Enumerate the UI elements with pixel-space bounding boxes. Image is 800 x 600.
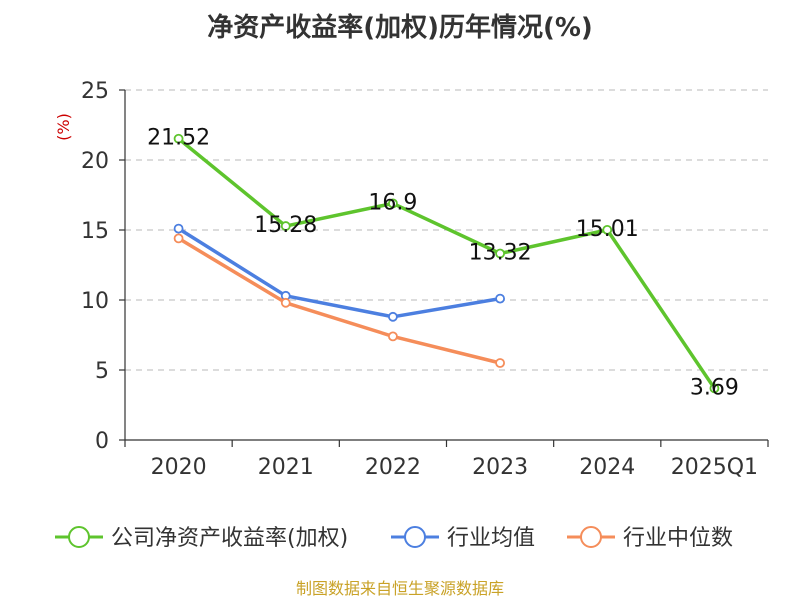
y-tick-label: 20 <box>81 149 109 174</box>
data-point <box>388 311 398 322</box>
data-point <box>495 293 505 304</box>
legend-label: 行业中位数 <box>623 526 733 551</box>
x-tick-label: 2020 <box>151 455 207 480</box>
legend-marker-0 <box>68 526 90 548</box>
y-tick-label: 0 <box>95 429 109 454</box>
axes: 0 5 10 15 20 25 2020 2021 2022 2023 2024 2025Q1 <box>81 79 769 480</box>
series-line-1 <box>177 227 501 319</box>
series-group <box>173 133 720 394</box>
data-point <box>495 248 505 259</box>
data-label: 15.01 <box>576 217 639 242</box>
legend-label: 公司净资产收益率(加权) <box>111 526 348 551</box>
data-point <box>602 224 613 235</box>
y-tick-label: 10 <box>81 289 109 314</box>
chart-title: 净资产收益率(加权)历年情况(%) <box>207 12 593 43</box>
data-point <box>173 133 184 144</box>
legend-marker-1 <box>404 526 426 548</box>
series-line-2 <box>177 236 501 365</box>
legend-marker-2 <box>580 526 602 548</box>
legend: 公司净资产收益率(加权) 行业均值 行业中位数 <box>55 526 733 551</box>
data-label: 21.52 <box>147 126 210 151</box>
data-point <box>388 198 398 209</box>
data-point <box>173 223 184 234</box>
data-point <box>173 233 184 244</box>
data-label: 15.28 <box>254 213 317 238</box>
y-axis-unit: (%) <box>54 113 73 141</box>
x-tick-label: 2021 <box>258 455 314 480</box>
data-point <box>388 331 398 342</box>
y-tick-label: 15 <box>81 219 109 244</box>
x-tick-label: 2022 <box>365 455 421 480</box>
y-tick-label: 25 <box>81 79 109 104</box>
source-note: 制图数据来自恒生聚源数据库 <box>296 579 504 598</box>
data-point <box>495 358 505 368</box>
data-labels: 21.52 15.28 16.9 13.32 15.01 3.69 <box>147 126 739 401</box>
data-point <box>280 297 291 308</box>
x-tick-label: 2025Q1 <box>671 455 758 480</box>
x-tick-label: 2024 <box>579 455 635 480</box>
data-point <box>280 221 291 231</box>
x-tick-label: 2023 <box>472 455 528 480</box>
data-label: 13.32 <box>469 241 532 266</box>
series-line-0 <box>177 137 716 390</box>
data-point <box>709 383 720 394</box>
legend-label: 行业均值 <box>447 526 535 551</box>
y-tick-label: 5 <box>95 359 109 384</box>
data-label: 3.69 <box>690 375 739 400</box>
data-label: 16.9 <box>368 190 417 215</box>
